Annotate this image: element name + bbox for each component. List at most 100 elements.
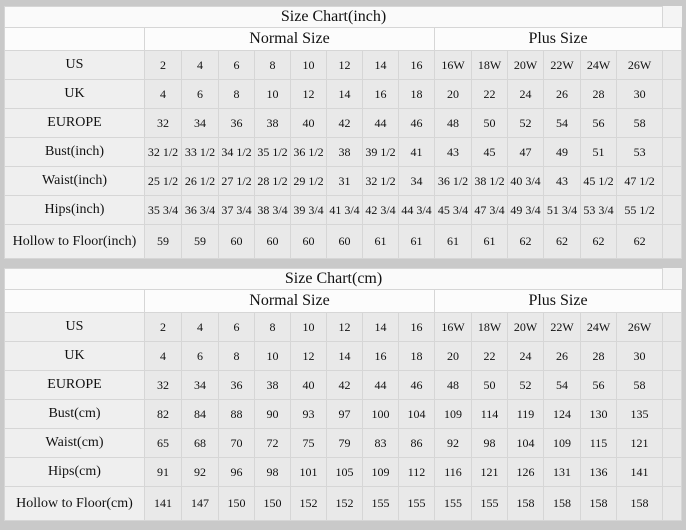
table-cell: 22W — [543, 312, 581, 342]
table-row: Bust(cm) 82 84 88 90 93 97 100 104 109 114 119 124 13… — [4, 399, 682, 429]
table-row: UK 4 6 8 10 12 14 16 18 20 22 24 26 28 30 — [4, 341, 682, 371]
size-chart-cm-table: Size Chart(cm) Normal Size Plus Size US 2 4 6 8… — [3, 268, 682, 521]
group-header-plus: Plus Size — [434, 289, 682, 313]
table-cell: 34 — [181, 108, 219, 138]
table-cell: 37 3/4 — [218, 195, 255, 225]
table-cell: 135 — [615, 399, 664, 429]
table-cell: 38 1/2 — [471, 166, 508, 196]
table-cell: 90 — [254, 399, 291, 429]
table-cell: 38 3/4 — [254, 195, 291, 225]
table-cell: 26W — [615, 312, 664, 342]
table-cell: 45 3/4 — [434, 195, 472, 225]
table-cell: 42 3/4 — [362, 195, 399, 225]
table-cell: 10 — [290, 50, 327, 80]
spacer-cell — [662, 79, 682, 109]
table-cell: 43 — [543, 166, 581, 196]
table-cell: 96 — [218, 457, 255, 487]
table-cell: 130 — [580, 399, 617, 429]
table-cell: 8 — [218, 79, 255, 109]
table-cell: 158 — [507, 486, 544, 521]
table-cell: 10 — [254, 341, 291, 371]
table-cell: 34 — [398, 166, 435, 196]
table-cell: 20 — [434, 341, 472, 371]
table-cell: 24W — [580, 50, 617, 80]
row-label: Bust(inch) — [4, 137, 145, 167]
table-cell: 38 — [254, 108, 291, 138]
table-cell: 31 — [326, 166, 363, 196]
table-cell: 53 — [615, 137, 664, 167]
spacer-cell — [662, 195, 682, 225]
table-cell: 109 — [543, 428, 581, 458]
table-cell: 126 — [507, 457, 544, 487]
table-cell: 2 — [144, 312, 182, 342]
table-cell: 32 1/2 — [362, 166, 399, 196]
table-cell: 50 — [471, 370, 508, 400]
table-cell: 44 3/4 — [398, 195, 435, 225]
table-cell: 48 — [434, 370, 472, 400]
table-cell: 158 — [615, 486, 664, 521]
row-label: Hollow to Floor(cm) — [4, 486, 145, 521]
table-cell: 50 — [471, 108, 508, 138]
table-cell: 6 — [218, 312, 255, 342]
table-cell: 152 — [290, 486, 327, 521]
row-label: Hips(inch) — [4, 195, 145, 225]
table-cell: 150 — [254, 486, 291, 521]
table-cell: 56 — [580, 108, 617, 138]
table-cell: 55 1/2 — [615, 195, 664, 225]
table-row: Bust(inch) 32 1/2 33 1/2 34 1/2 35 1/2 36 1/2… — [4, 137, 682, 167]
table-cell: 105 — [326, 457, 363, 487]
blank-header-cell — [4, 289, 145, 313]
table-cell: 82 — [144, 399, 182, 429]
table-cell: 46 — [398, 108, 435, 138]
row-label: US — [4, 312, 145, 342]
table-cell: 58 — [615, 108, 664, 138]
table-cell: 41 — [398, 137, 435, 167]
table-cell: 16 — [398, 50, 435, 80]
table-cell: 59 — [144, 224, 182, 259]
table-cell: 61 — [398, 224, 435, 259]
spacer-cell — [662, 224, 682, 259]
table-cell: 16W — [434, 50, 472, 80]
table-cell: 27 1/2 — [218, 166, 255, 196]
table-cell: 4 — [181, 312, 219, 342]
table-cell: 97 — [326, 399, 363, 429]
table-cell: 35 1/2 — [254, 137, 291, 167]
table-cell: 116 — [434, 457, 472, 487]
table-cell: 45 1/2 — [580, 166, 617, 196]
row-label: Bust(cm) — [4, 399, 145, 429]
table-cell: 68 — [181, 428, 219, 458]
group-header-row: Normal Size Plus Size — [4, 289, 682, 313]
table-cell: 8 — [218, 341, 255, 371]
table-cell: 75 — [290, 428, 327, 458]
table-cell: 65 — [144, 428, 182, 458]
table-cell: 58 — [615, 370, 664, 400]
table-cell: 131 — [543, 457, 581, 487]
table-cell: 141 — [144, 486, 182, 521]
table-cell: 152 — [326, 486, 363, 521]
table-cell: 26 1/2 — [181, 166, 219, 196]
spacer-cell — [662, 457, 682, 487]
table-row: EUROPE 32 34 36 38 40 42 44 46 48 50 52 54 56 58 — [4, 108, 682, 138]
group-header-normal: Normal Size — [144, 289, 435, 313]
table-cell: 28 1/2 — [254, 166, 291, 196]
table-cell: 155 — [398, 486, 435, 521]
table-cell: 4 — [144, 341, 182, 371]
table-cell: 10 — [290, 312, 327, 342]
size-chart-inch-table: Size Chart(inch) Normal Size Plus Size US 2 4… — [3, 6, 682, 259]
table-cell: 51 3/4 — [543, 195, 581, 225]
table-cell: 20 — [434, 79, 472, 109]
row-label: Hips(cm) — [4, 457, 145, 487]
table-cell: 56 — [580, 370, 617, 400]
table-cell: 49 — [543, 137, 581, 167]
table-cell: 35 3/4 — [144, 195, 182, 225]
spacer-cell — [662, 108, 682, 138]
group-header-row: Normal Size Plus Size — [4, 27, 682, 51]
table-row: Waist(inch) 25 1/2 26 1/2 27 1/2 28 1/2 29 1/… — [4, 166, 682, 196]
table-cell: 155 — [471, 486, 508, 521]
table-cell: 14 — [362, 50, 399, 80]
table-cell: 16 — [362, 79, 399, 109]
table-cell: 24W — [580, 312, 617, 342]
table-cell: 52 — [507, 370, 544, 400]
table-cell: 26 — [543, 341, 581, 371]
row-label: EUROPE — [4, 108, 145, 138]
